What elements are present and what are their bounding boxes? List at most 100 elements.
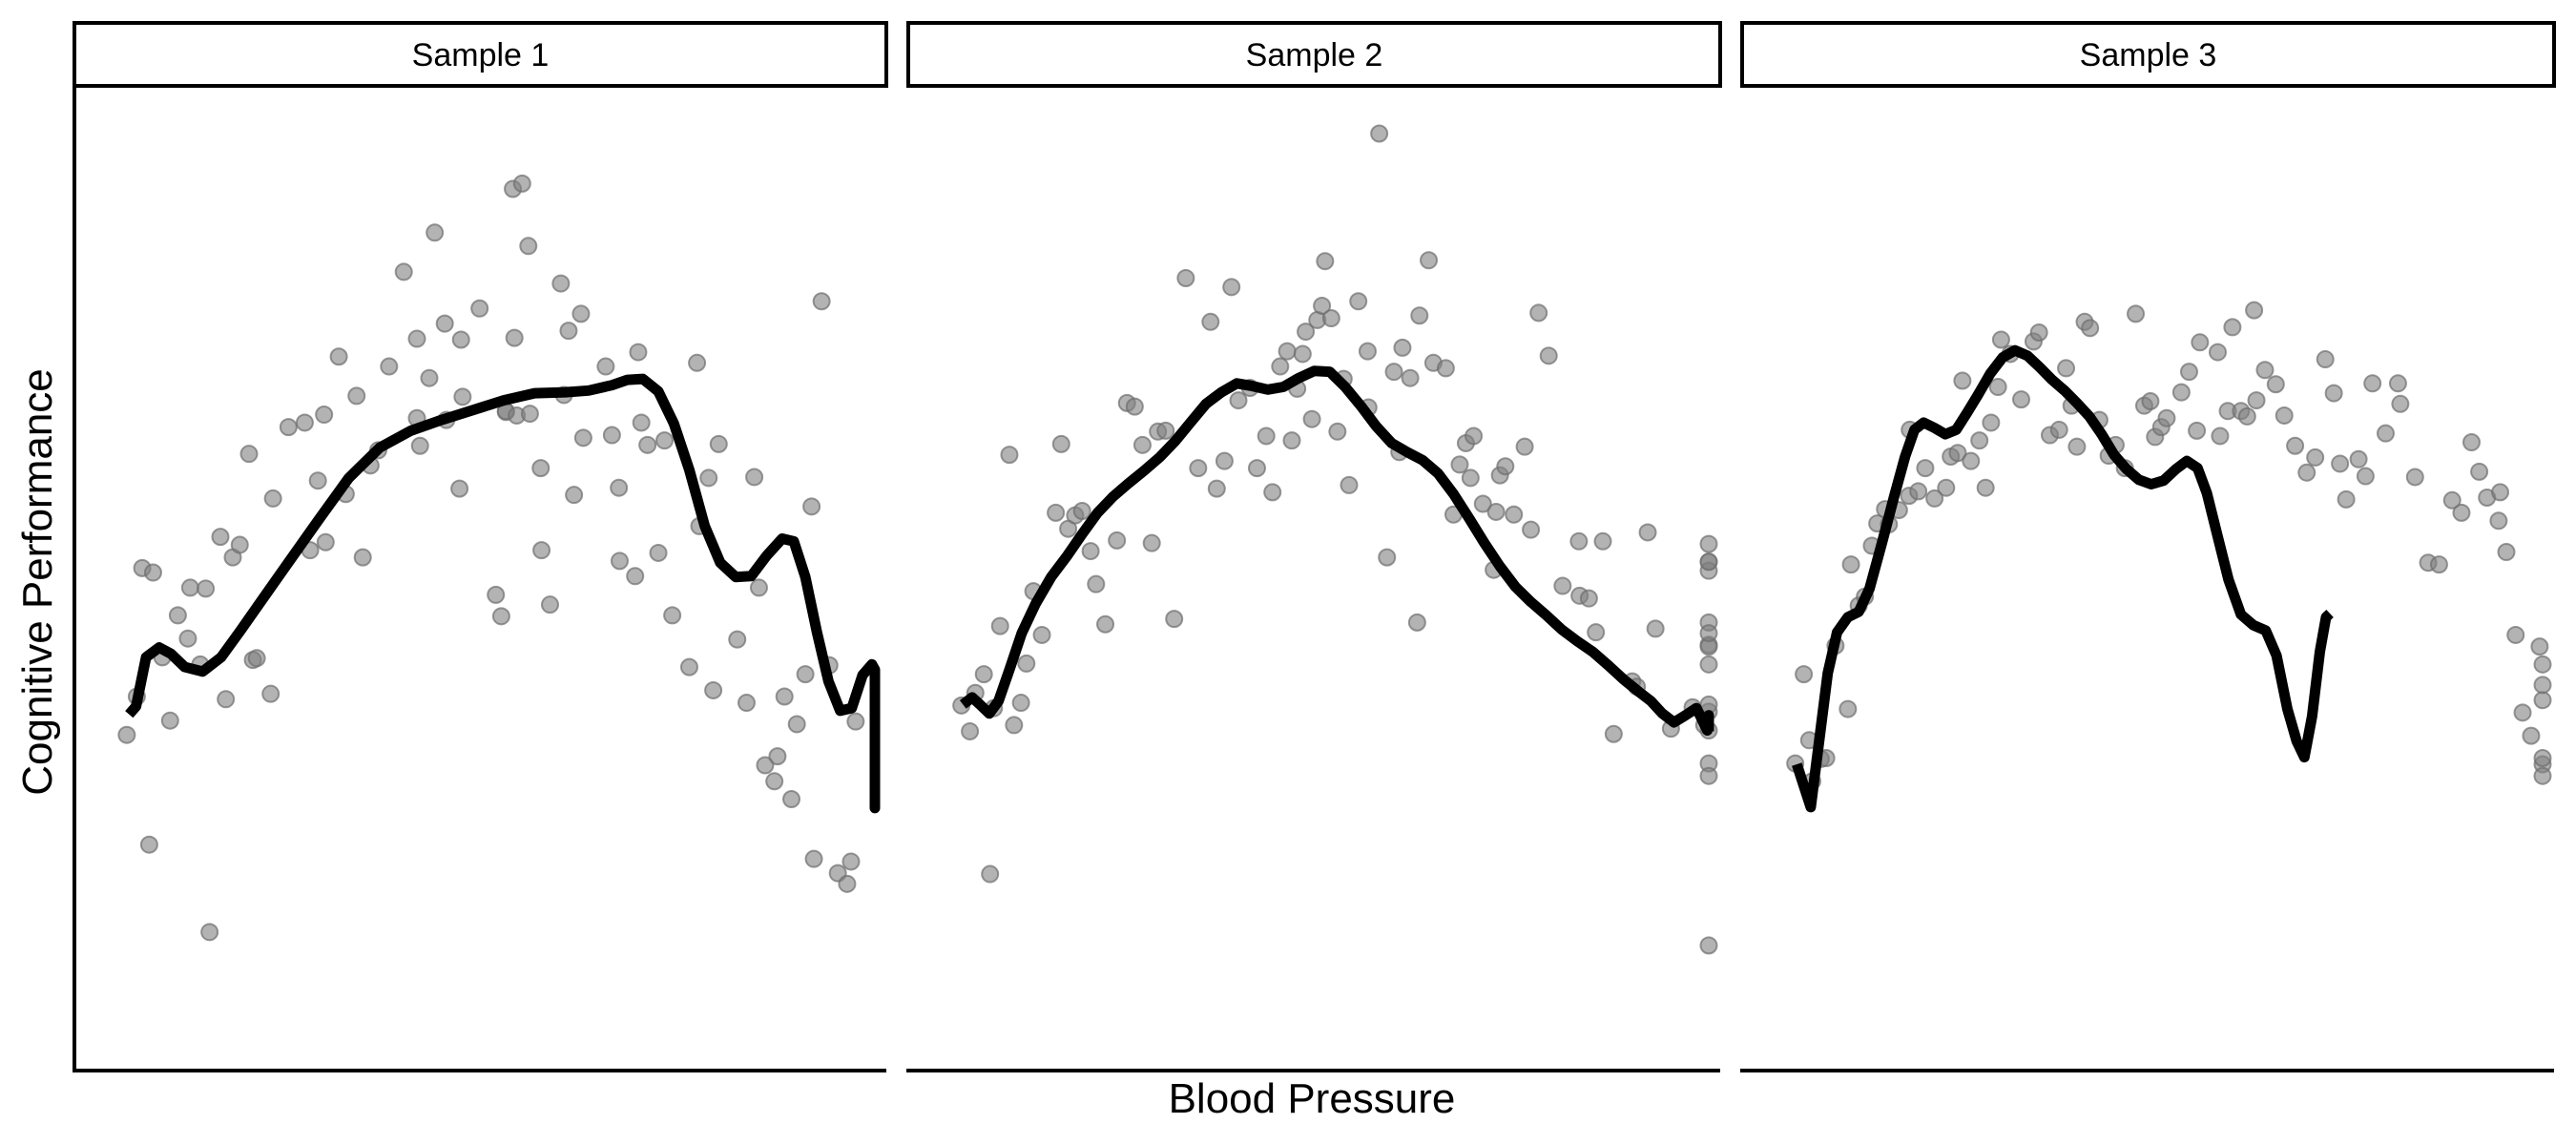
data-point — [380, 357, 399, 376]
data-point — [2255, 361, 2275, 380]
data-point — [1579, 589, 1598, 608]
data-point — [602, 426, 621, 445]
scatter-points-3 — [1786, 301, 2552, 791]
data-point — [1358, 342, 1377, 361]
data-point — [1297, 323, 1316, 342]
data-point — [2522, 726, 2541, 745]
data-point — [1087, 574, 1106, 593]
data-point — [1420, 251, 1439, 270]
data-point — [2356, 467, 2375, 486]
data-point — [117, 725, 136, 744]
data-point — [1278, 342, 1297, 361]
data-point — [1156, 421, 1175, 440]
data-point — [1699, 936, 1718, 955]
data-point — [629, 343, 648, 362]
data-point — [410, 436, 429, 455]
data-point — [838, 874, 857, 893]
data-point — [846, 712, 865, 731]
data-point — [1982, 413, 2001, 432]
data-point — [532, 541, 551, 560]
data-point — [2470, 462, 2489, 481]
data-point — [1247, 459, 1266, 478]
data-point — [1349, 292, 1368, 311]
data-point — [470, 299, 489, 318]
data-point — [2191, 333, 2210, 352]
data-point — [230, 535, 249, 554]
data-point — [247, 649, 266, 668]
data-point — [782, 790, 801, 809]
scatter-points-1 — [117, 174, 865, 942]
data-point — [2349, 449, 2368, 468]
data-point — [961, 721, 980, 740]
data-point — [2533, 766, 2552, 785]
data-point — [512, 174, 531, 193]
data-point — [841, 852, 861, 871]
data-point — [765, 772, 784, 791]
data-point — [197, 579, 216, 598]
data-point — [2491, 483, 2510, 502]
data-point — [2489, 511, 2508, 531]
facet-panel-2: Sample 2 — [906, 21, 1722, 1072]
data-point — [1000, 446, 1019, 465]
data-point — [2029, 323, 2048, 343]
data-point — [1125, 397, 1144, 416]
data-point — [2011, 390, 2030, 409]
data-point — [453, 387, 472, 406]
data-point — [663, 606, 682, 625]
data-point — [2247, 391, 2266, 410]
data-point — [1407, 613, 1426, 632]
data-point — [1081, 542, 1100, 561]
data-point — [2306, 448, 2325, 467]
data-point — [1017, 654, 1036, 673]
data-point — [1699, 624, 1718, 643]
data-point — [1393, 338, 1412, 357]
data-point — [2337, 489, 2356, 509]
data-point — [1795, 665, 1814, 684]
data-point — [2331, 454, 2350, 473]
data-point — [239, 445, 259, 464]
data-point — [1340, 475, 1359, 494]
data-point — [2057, 359, 2076, 378]
data-point — [1909, 482, 1928, 501]
y-axis-title: Cognitive Performance — [14, 368, 61, 796]
data-point — [491, 607, 510, 626]
data-point — [787, 715, 806, 734]
data-point — [263, 489, 282, 508]
data-point — [2141, 392, 2160, 410]
data-point — [1293, 344, 1312, 364]
data-point — [1948, 444, 1967, 463]
data-point — [2442, 490, 2462, 510]
data-point — [1473, 494, 1492, 513]
data-point — [178, 629, 197, 648]
data-point — [2533, 691, 2552, 710]
data-point — [1108, 531, 1127, 550]
data-point — [1450, 455, 1469, 474]
data-point — [804, 849, 823, 868]
data-point — [1638, 523, 1657, 542]
data-point — [2452, 503, 2471, 522]
data-point — [2171, 383, 2191, 402]
data-point — [2530, 637, 2549, 656]
data-point — [1970, 431, 1989, 450]
data-point — [1011, 694, 1030, 713]
data-point — [2157, 408, 2176, 427]
data-point — [450, 479, 469, 498]
data-point — [573, 428, 592, 448]
facet-label-2: Sample 2 — [1246, 37, 1383, 73]
data-point — [308, 471, 327, 490]
data-point — [1271, 357, 1290, 376]
data-point — [451, 330, 470, 349]
data-point — [1604, 724, 1623, 743]
data-point — [315, 406, 334, 425]
data-point — [1410, 306, 1429, 325]
data-point — [610, 478, 629, 497]
data-point — [1839, 699, 1858, 718]
data-point — [749, 578, 768, 597]
data-point — [565, 486, 584, 505]
data-point — [1699, 552, 1718, 572]
data-point — [540, 595, 559, 614]
data-point — [1925, 489, 1944, 508]
data-point — [2376, 424, 2395, 443]
data-point — [1962, 451, 1981, 470]
data-point — [2533, 749, 2552, 767]
